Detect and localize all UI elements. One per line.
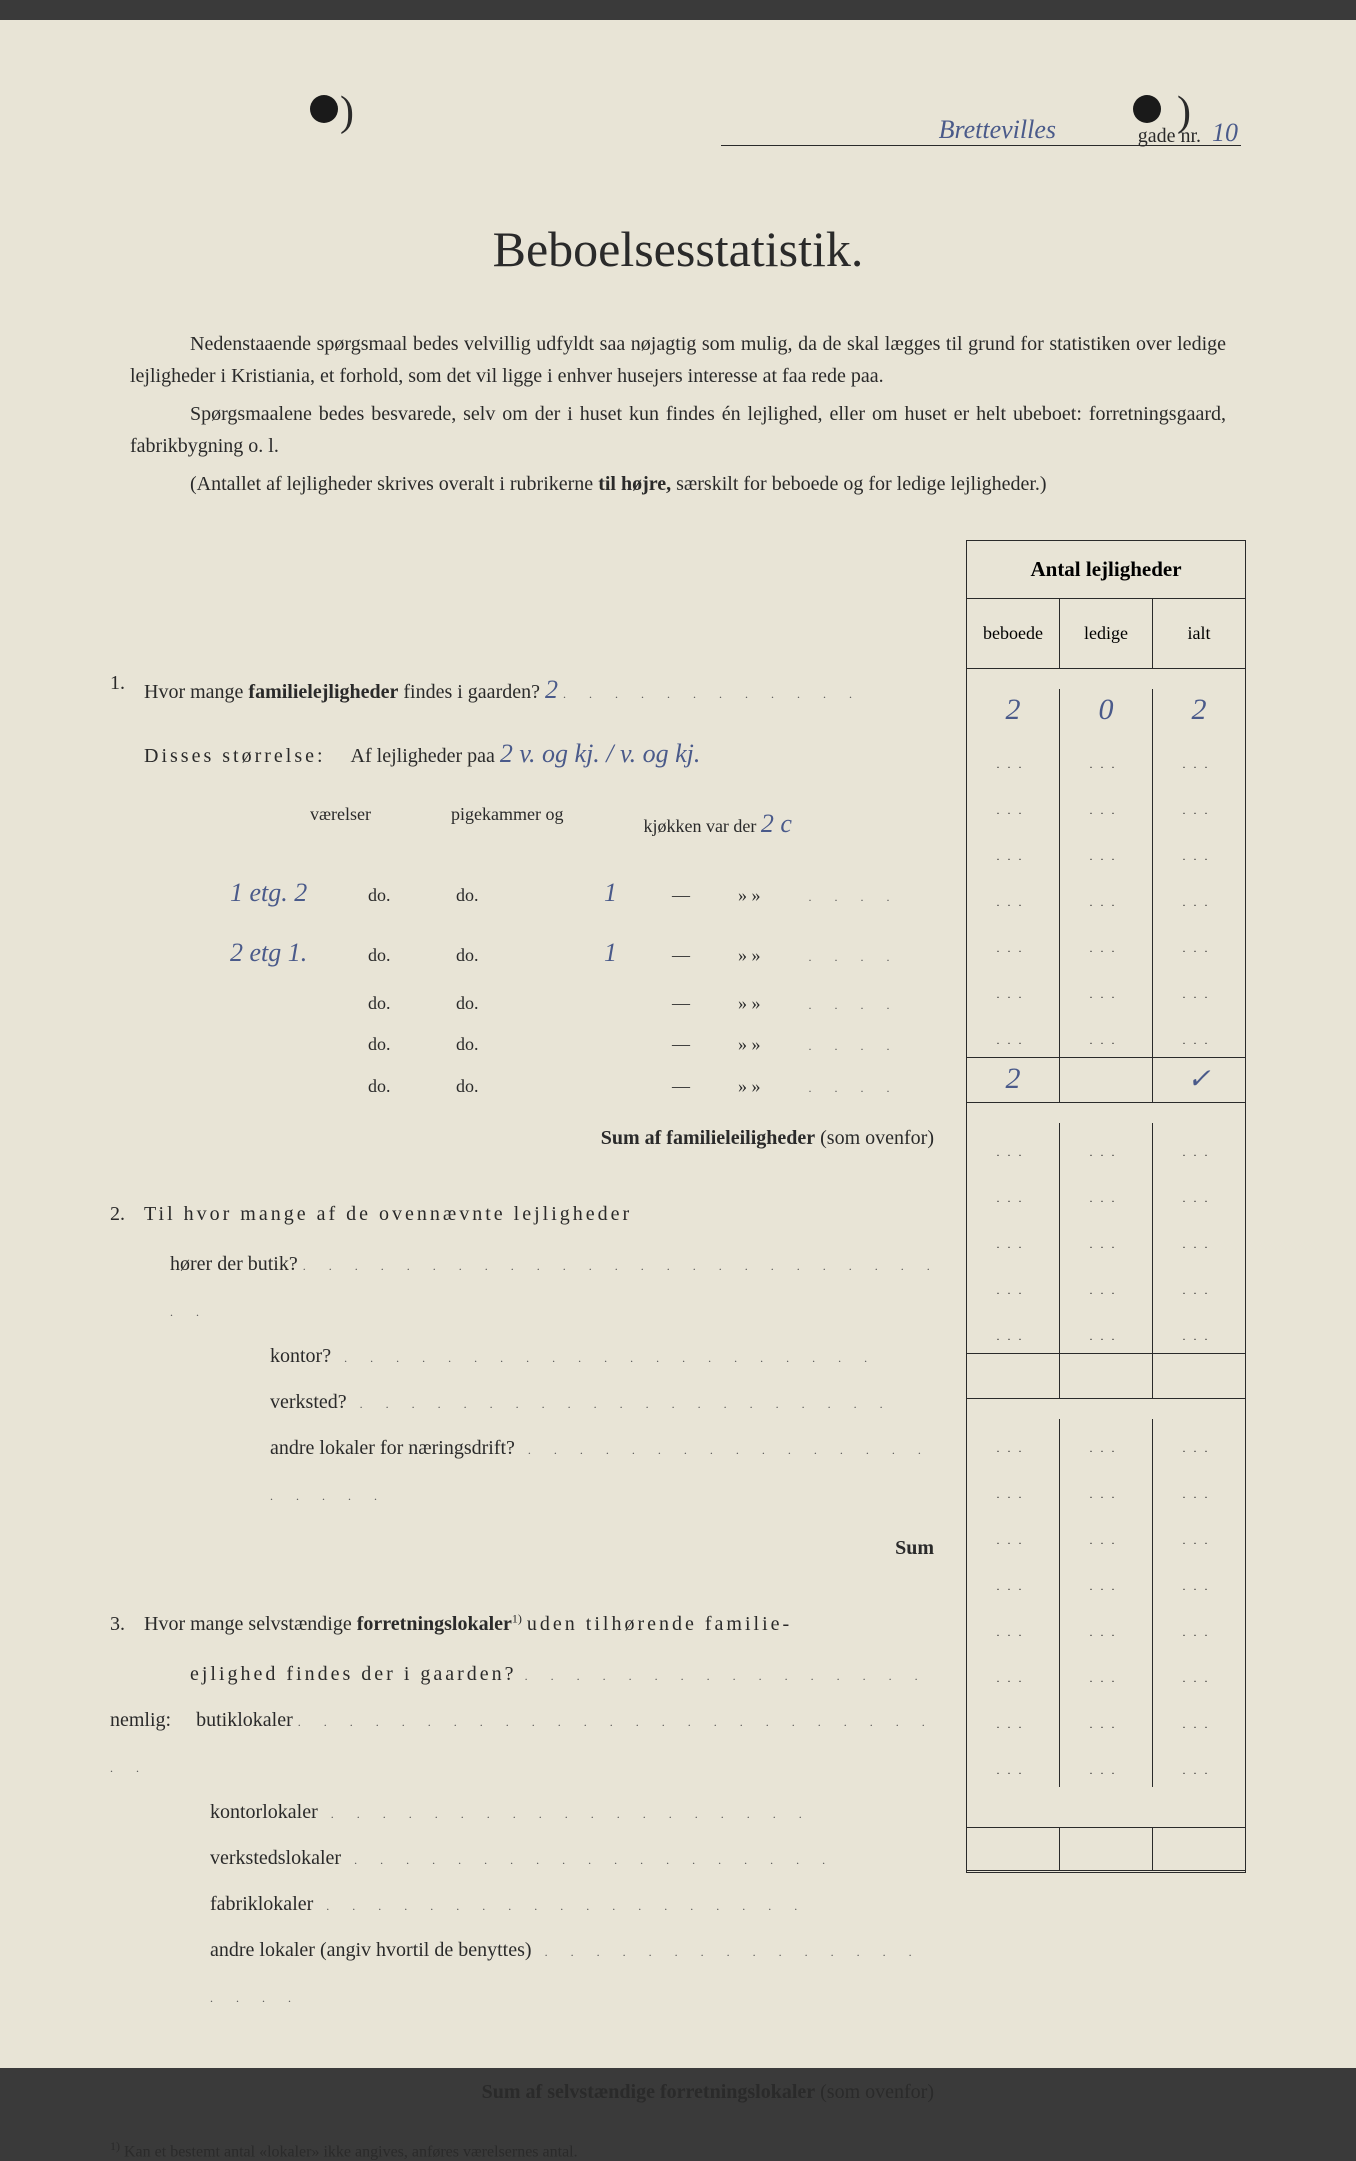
q1-sum-row: 2 ✓ (967, 1057, 1245, 1103)
table-header: Antal lejligheder beboede ledige ialt (966, 540, 1246, 669)
bracket-left: ) (340, 88, 354, 136)
punch-hole-left (310, 95, 338, 123)
q1-detail-row: do. do. — » » . . . . (110, 1024, 946, 1065)
intro-p2: Spørgsmaalene bedes besvarede, selv om d… (130, 398, 1226, 462)
intro-p1: Nedenstaaende spørgsmaal bedes velvillig… (130, 328, 1226, 392)
q3-sum-row (967, 1827, 1245, 1873)
th-beboede: beboede (967, 599, 1060, 668)
intro-p3: (Antallet af lejligheder skrives overalt… (130, 468, 1226, 500)
q1-sum-label: Sum af familieleiligheder (som ovenfor) (110, 1115, 946, 1161)
q2-item: kontor? . . . . . . . . . . . . . . . . … (110, 1333, 946, 1379)
footnote: 1) Kan et bestemt antal «lokaler» ikke a… (110, 2139, 1246, 2161)
q2-sum-row (967, 1353, 1245, 1399)
q1-ledige: 0 (1060, 689, 1153, 735)
questions-column: 1. Hvor mange familielejligheder findes … (110, 540, 946, 2115)
q1-detail-row: 2 etg 1. do. do. 1 — » » . . . . (110, 923, 946, 983)
q1-disses: Disses størrelse: Af lejligheder paa 2 v… (110, 724, 946, 784)
intro-text: Nedenstaaende spørgsmaal bedes velvillig… (130, 328, 1226, 500)
q1-count: 2 (545, 675, 558, 704)
table-body: 2 0 2 ......... ......... ......... ....… (966, 669, 1246, 1873)
q1-value-row: 2 0 2 (967, 689, 1245, 735)
th-ialt: ialt (1153, 599, 1245, 668)
document-page: ) ) Brettevilles gade nr. 10 Beboelsesst… (0, 20, 1356, 2068)
q2-items: kontor? . . . . . . . . . . . . . . . . … (110, 1333, 946, 1517)
street-number: 10 (1212, 118, 1238, 148)
q3-line2: ejlighed findes der i gaarden? . . . . .… (110, 1651, 946, 1697)
q1-ialt: 2 (1153, 689, 1245, 735)
header-underline (721, 145, 1241, 146)
question-3: 3. Hvor mange selvstændige forretningslo… (110, 1601, 946, 1647)
q3-item: verkstedslokaler . . . . . . . . . . . .… (110, 1835, 946, 1881)
q3-nemlig-row: nemlig: butiklokaler . . . . . . . . . .… (110, 1697, 946, 1789)
q1-detail-row: 1 etg. 2 do. do. 1 — » » . . . . (110, 863, 946, 923)
q3-item: kontorlokaler . . . . . . . . . . . . . … (110, 1789, 946, 1835)
q1-subheaders: værelser pigekammer og kjøkken var der 2… (110, 794, 946, 854)
q3-item: andre lokaler (angiv hvortil de benyttes… (110, 1927, 946, 2019)
q1-beboede: 2 (967, 689, 1060, 735)
q1-sum-value: 2 (967, 1058, 1060, 1102)
th-ledige: ledige (1060, 599, 1153, 668)
q3-item: fabriklokaler . . . . . . . . . . . . . … (110, 1881, 946, 1927)
q3-sum-label: Sum af selvstændige forretningslokaler (… (110, 2069, 946, 2115)
q2-line2: hører der butik? . . . . . . . . . . . .… (110, 1241, 946, 1333)
q2-sum-label: Sum (110, 1525, 946, 1571)
punch-hole-right (1133, 95, 1161, 123)
q1-detail-row: do. do. — » » . . . . (110, 1066, 946, 1107)
q2-item: andre lokaler for næringsdrift? . . . . … (110, 1425, 946, 1517)
q1-sum-check: ✓ (1153, 1058, 1245, 1102)
page-title: Beboelsesstatistik. (110, 220, 1246, 278)
main-content: 1. Hvor mange familielejligheder findes … (110, 540, 1246, 2115)
question-2: 2. Til hvor mange af de ovennævnte lejli… (110, 1191, 946, 1237)
table-column: Antal lejligheder beboede ledige ialt 2 … (966, 540, 1246, 2115)
q1-detail-row: do. do. — » » . . . . (110, 983, 946, 1024)
q1-spec: 2 v. og kj. / v. og kj. (500, 739, 700, 768)
q3-items: kontorlokaler . . . . . . . . . . . . . … (110, 1789, 946, 2019)
q2-item: verksted? . . . . . . . . . . . . . . . … (110, 1379, 946, 1425)
q1-detail-rows: 1 etg. 2 do. do. 1 — » » . . . . 2 etg 1… (110, 863, 946, 1107)
question-1: 1. Hvor mange familielejligheder findes … (110, 660, 946, 720)
street-name: Brettevilles (939, 115, 1056, 145)
